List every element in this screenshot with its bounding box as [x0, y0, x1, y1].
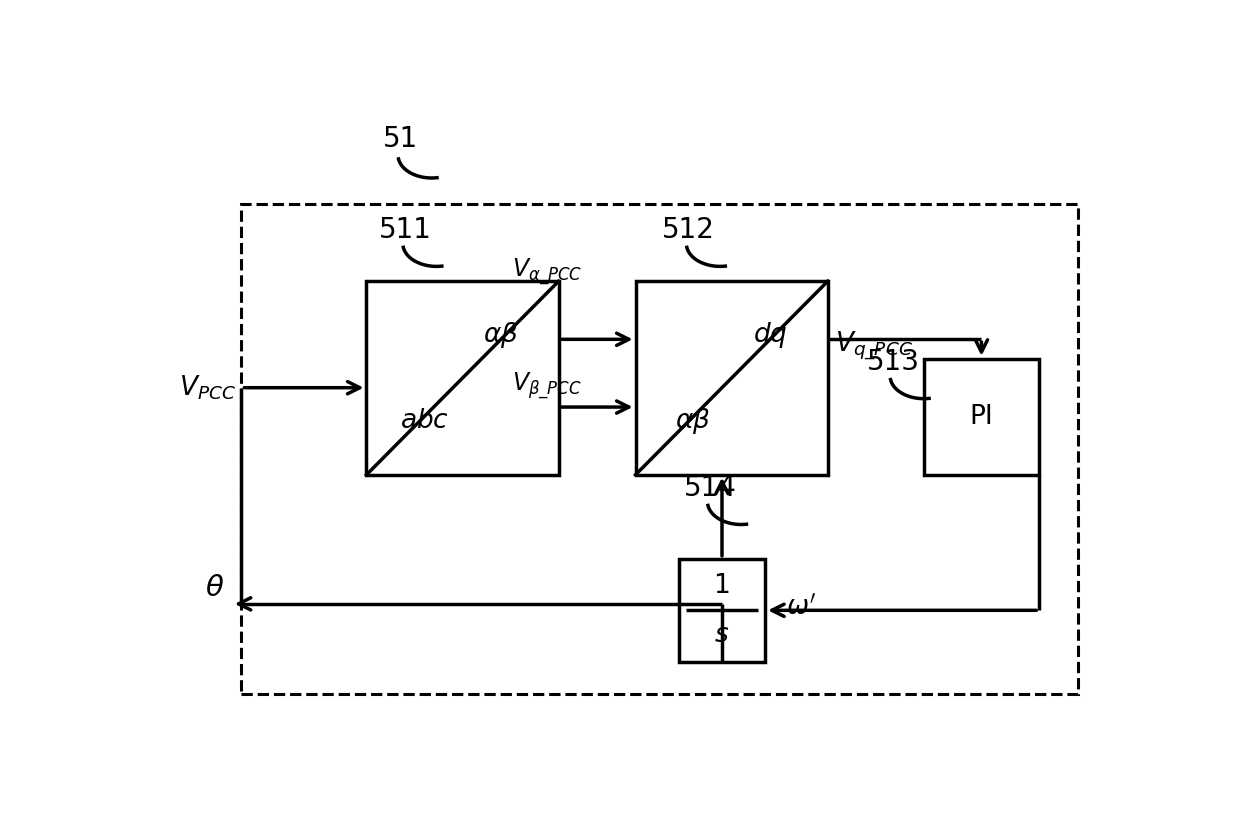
Bar: [635, 282, 828, 475]
Text: $V_{PCC}$: $V_{PCC}$: [180, 374, 237, 402]
Text: 512: 512: [662, 215, 714, 244]
Text: $V_{\alpha\_PCC}$: $V_{\alpha\_PCC}$: [512, 256, 583, 287]
Text: $\alpha\beta$: $\alpha\beta$: [484, 320, 518, 350]
Text: 513: 513: [867, 348, 920, 376]
Text: 514: 514: [684, 473, 737, 502]
Text: $\omega'$: $\omega'$: [786, 594, 816, 620]
Text: $\theta$: $\theta$: [205, 574, 224, 602]
Text: $dq$: $dq$: [753, 320, 787, 350]
Text: 511: 511: [378, 215, 432, 244]
Bar: [924, 359, 1039, 475]
Text: $V_{q\_PCC}$: $V_{q\_PCC}$: [835, 329, 913, 362]
Text: 51: 51: [382, 125, 418, 153]
Bar: [367, 282, 558, 475]
Text: 1: 1: [713, 572, 730, 598]
Text: $abc$: $abc$: [399, 407, 449, 433]
Bar: [678, 559, 765, 662]
Text: $s$: $s$: [714, 622, 729, 648]
Text: $V_{\beta\_PCC}$: $V_{\beta\_PCC}$: [512, 370, 582, 401]
Text: PI: PI: [970, 404, 993, 430]
Bar: [242, 204, 1078, 694]
Text: $\alpha\beta$: $\alpha\beta$: [676, 406, 711, 436]
